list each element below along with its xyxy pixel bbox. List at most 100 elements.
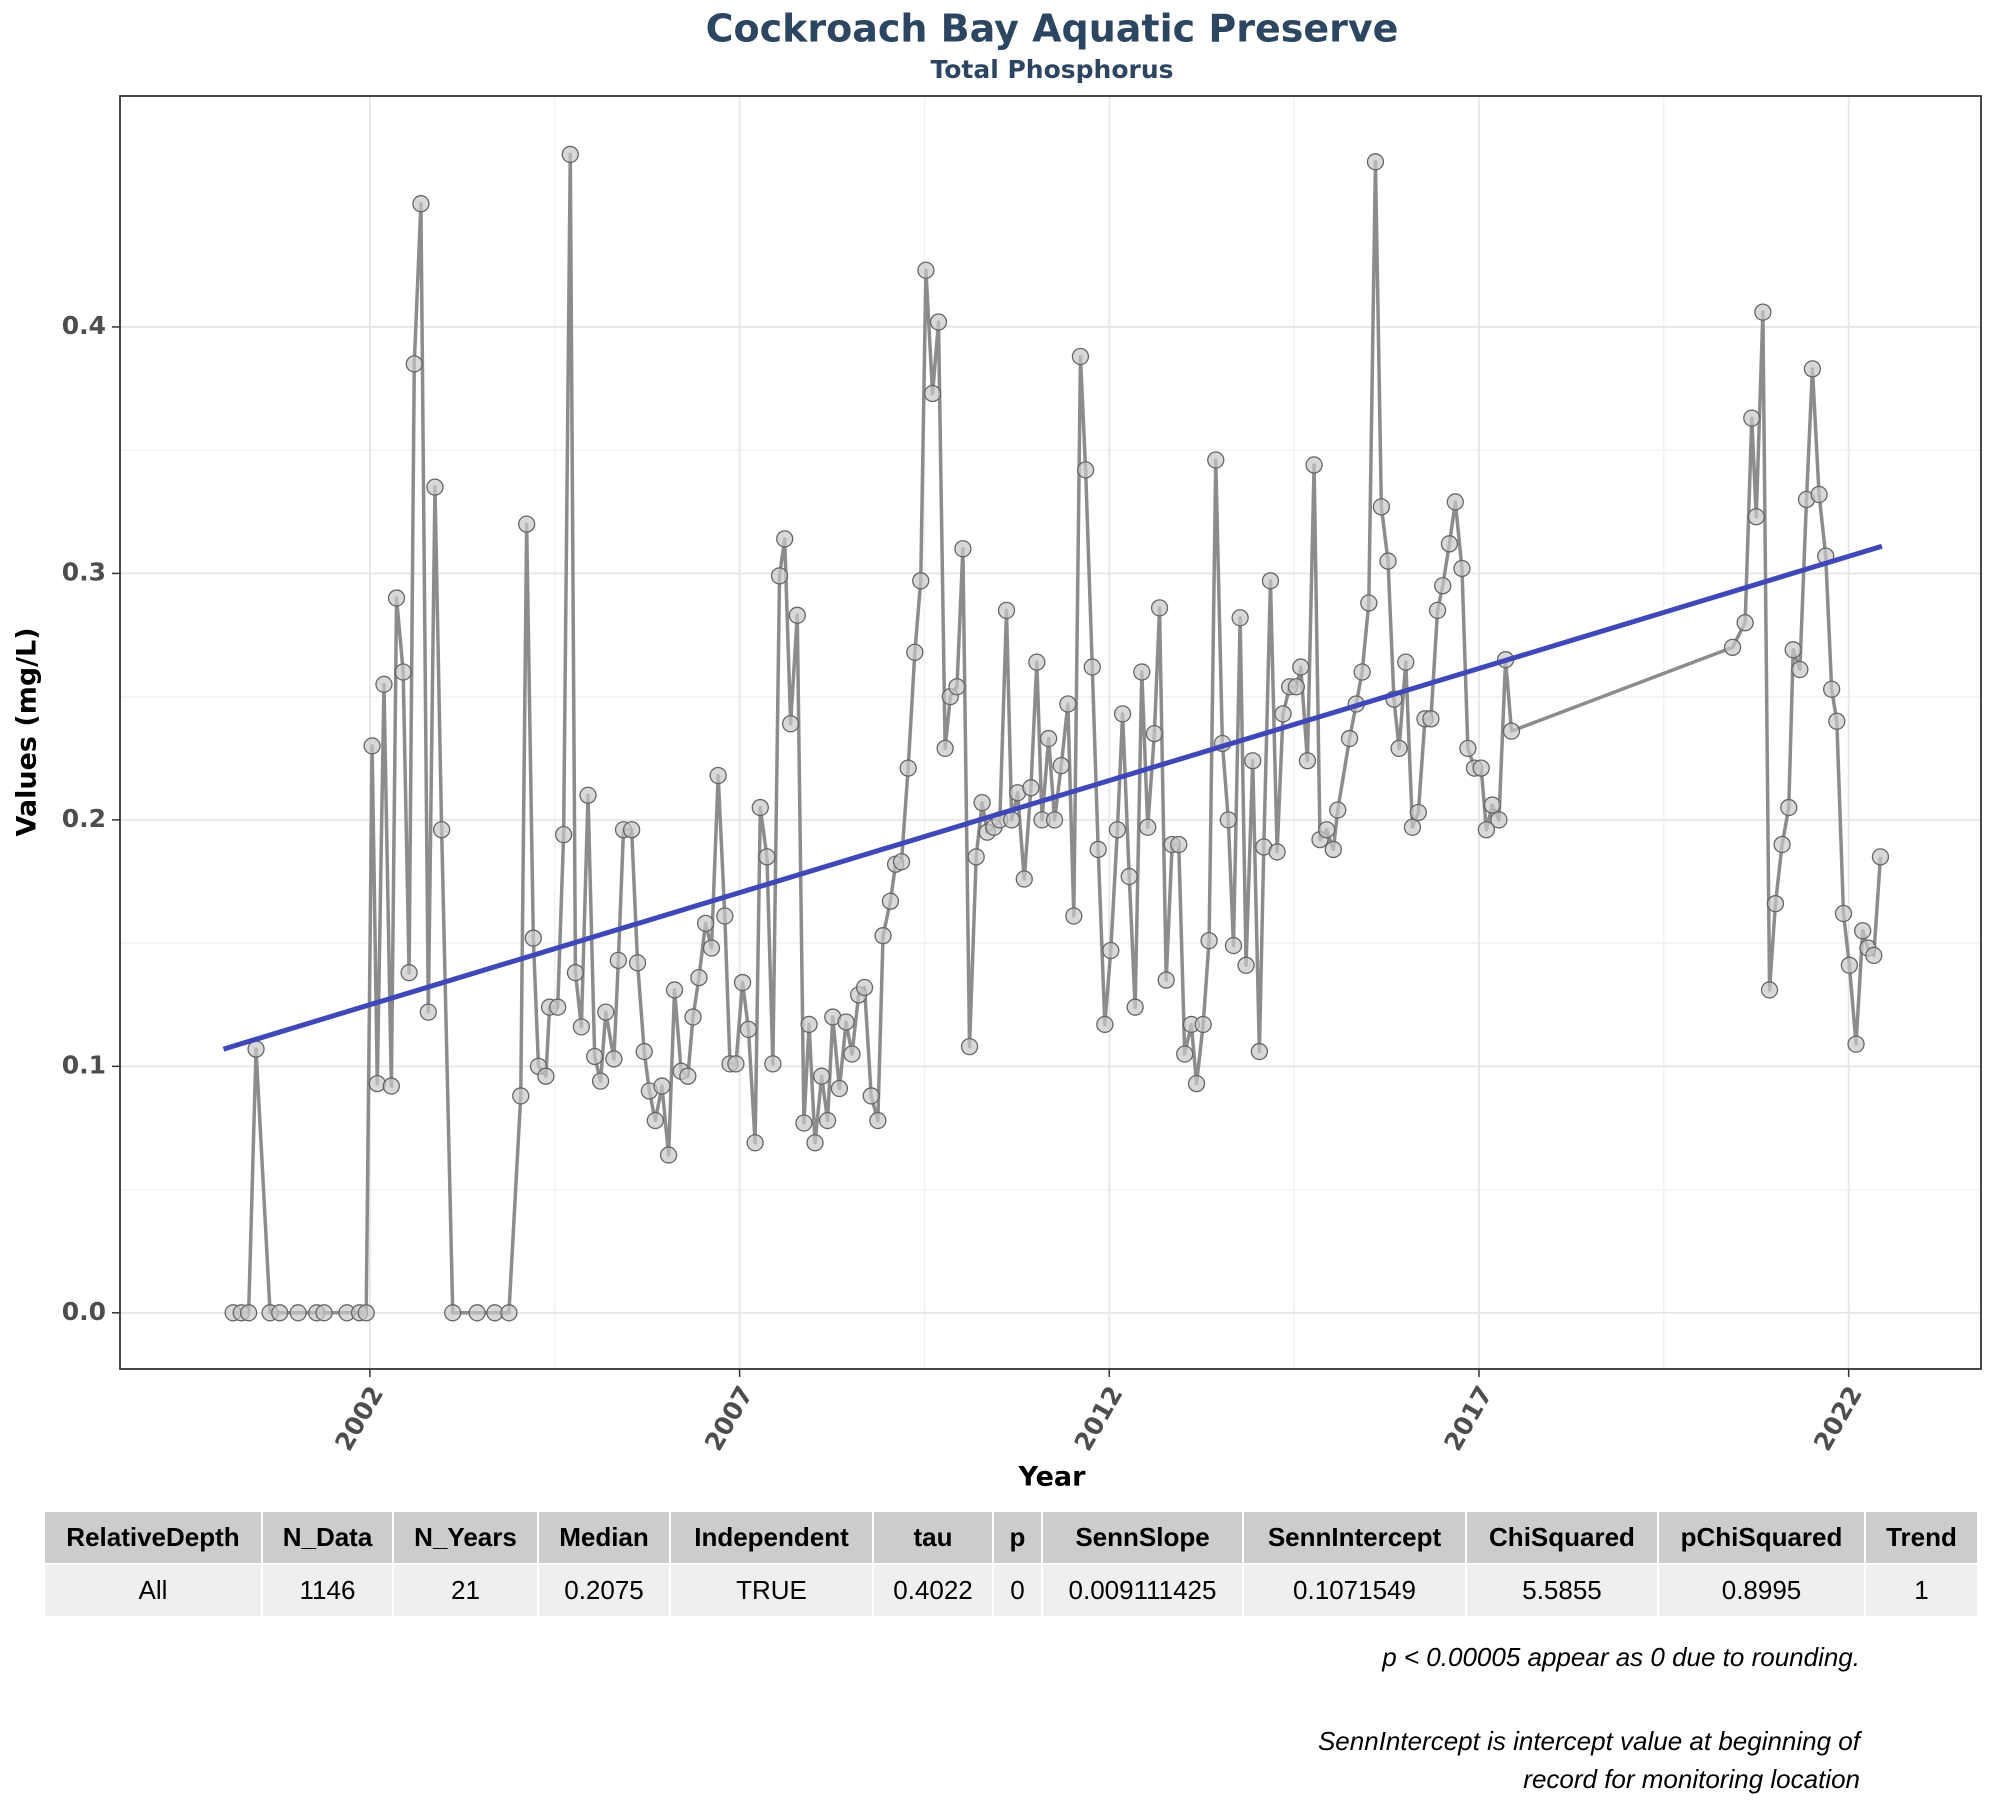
data-point: [1784, 641, 1802, 659]
data-point: [1207, 451, 1225, 469]
data-point: [659, 1146, 678, 1164]
data-point: [1723, 638, 1742, 656]
table-header-cell: p: [994, 1512, 1041, 1563]
chart-subtitle: Total Phosphorus: [930, 55, 1173, 84]
table-cell: 1146: [263, 1565, 392, 1616]
data-point: [412, 195, 430, 213]
data-point: [1390, 739, 1408, 758]
data-point: [646, 1111, 664, 1130]
data-point: [679, 1067, 697, 1085]
data-point: [561, 145, 579, 164]
data-point: [1736, 614, 1754, 632]
table-header-cell: pChiSquared: [1659, 1512, 1864, 1563]
x-axis-title: Year: [1018, 1462, 1087, 1491]
data-point: [855, 978, 874, 997]
data-point: [432, 821, 451, 839]
data-point: [1379, 552, 1397, 570]
data-point: [1298, 752, 1317, 770]
data-point: [881, 892, 900, 910]
data-point: [1483, 796, 1501, 814]
data-point: [892, 853, 911, 871]
data-point: [1422, 710, 1440, 728]
data-point: [1244, 752, 1262, 770]
data-point: [1022, 779, 1040, 797]
table-header-cell: SennSlope: [1043, 1512, 1242, 1563]
y-tick-label: 0.0: [62, 1297, 106, 1326]
data-point: [1231, 609, 1249, 627]
data-point: [1490, 811, 1508, 829]
data-point: [702, 939, 721, 957]
x-tick-label: 2022: [1808, 1381, 1868, 1456]
data-point: [795, 1114, 813, 1132]
data-point: [997, 601, 1016, 620]
data-point: [1353, 663, 1371, 681]
data-point: [1305, 456, 1323, 474]
data-point: [684, 1008, 702, 1026]
note: SennIntercept is intercept value at begi…: [1317, 1726, 1860, 1794]
data-point: [1292, 658, 1310, 676]
data-point: [1502, 722, 1521, 740]
data-point: [382, 1077, 400, 1095]
table-header-cell: RelativeDepth: [45, 1512, 261, 1563]
data-point: [813, 1067, 831, 1085]
data-point: [1871, 848, 1890, 866]
data-point: [579, 786, 597, 804]
table-cell: 0.8995: [1659, 1565, 1864, 1616]
data-point: [1268, 843, 1286, 861]
data-point: [1409, 803, 1427, 822]
data-point: [1434, 577, 1452, 595]
data-point: [936, 739, 954, 758]
data-point: [1052, 756, 1070, 775]
data-point: [690, 968, 708, 987]
data-point: [1219, 811, 1237, 829]
data-point: [1102, 941, 1120, 960]
data-point: [1157, 971, 1175, 989]
data-point: [1096, 1015, 1114, 1034]
data-point: [912, 572, 930, 590]
data-point: [1360, 594, 1378, 612]
data-point: [518, 515, 536, 533]
data-point: [1854, 922, 1872, 940]
x-tick-label: 2002: [329, 1381, 389, 1456]
data-point: [1015, 870, 1033, 888]
data-point: [1071, 347, 1090, 366]
table-cell: All: [45, 1565, 261, 1616]
data-point: [1224, 936, 1243, 955]
data-point: [770, 567, 789, 585]
data-point: [597, 1003, 615, 1021]
table-cell: 0.009111425: [1043, 1565, 1242, 1616]
data-point: [1822, 680, 1841, 698]
data-point: [426, 478, 444, 496]
data-point: [758, 848, 776, 866]
data-point: [874, 927, 892, 945]
data-point: [468, 1304, 486, 1322]
data-point: [929, 313, 948, 331]
trend-line: [222, 543, 1883, 1052]
data-point: [1126, 998, 1144, 1016]
data-point: [1139, 818, 1157, 836]
data-point: [696, 914, 715, 933]
data-point: [948, 678, 966, 696]
data-point: [1083, 658, 1101, 676]
data-point: [586, 1047, 604, 1066]
data-point: [1076, 461, 1095, 479]
data-point: [746, 1134, 764, 1152]
table-cell: 0.2075: [539, 1565, 669, 1616]
data-point: [788, 606, 806, 624]
table-cell: 21: [394, 1565, 537, 1616]
data-point: [1472, 759, 1490, 777]
data-point: [1187, 1074, 1206, 1093]
x-tick-label: 2007: [699, 1381, 759, 1456]
data-point: [622, 821, 641, 839]
data-point: [1459, 739, 1477, 758]
data-point: [1780, 798, 1798, 817]
data-point: [240, 1304, 258, 1322]
data-point: [1059, 695, 1077, 713]
data-point: [591, 1072, 610, 1090]
data-point: [605, 1050, 623, 1068]
note: p < 0.00005 appear as 0 due to rounding.: [1382, 1642, 1860, 1672]
data-point: [862, 1087, 880, 1105]
stats-table: RelativeDepth N_Data N_Years Median Independ…: [45, 1512, 1977, 1616]
data-point: [1287, 678, 1305, 696]
data-point: [733, 973, 752, 992]
